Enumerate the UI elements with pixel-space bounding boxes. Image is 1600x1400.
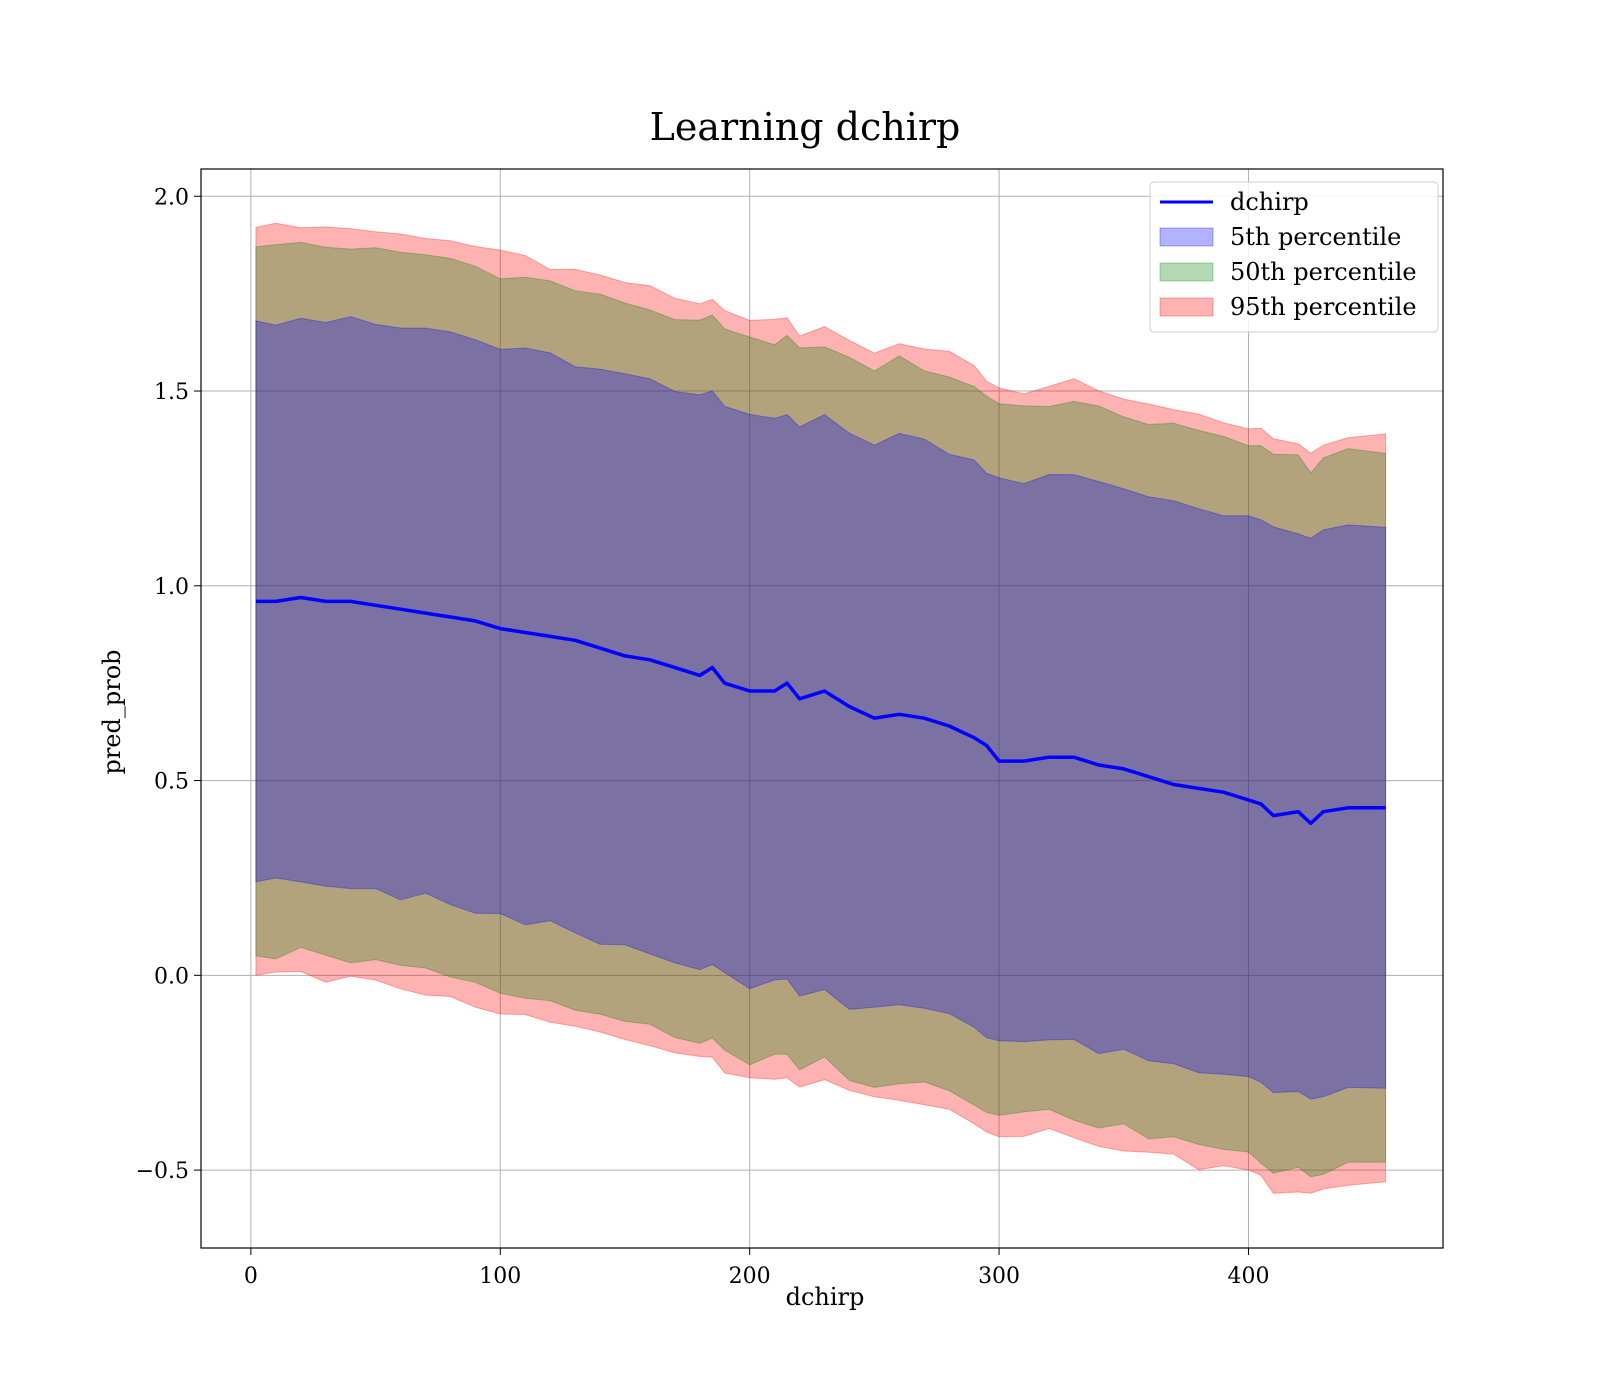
x-axis-label: dchirp <box>786 1283 865 1311</box>
y-axis-label: pred_prob <box>98 649 126 774</box>
x-tick-label: 400 <box>1227 1264 1269 1289</box>
x-tick-label: 100 <box>479 1264 521 1289</box>
band-5th-percentile <box>255 316 1387 1100</box>
y-tick-label: 1.0 <box>154 575 189 600</box>
y-tick-label: 0.5 <box>154 770 189 795</box>
legend-label-line: dchirp <box>1230 188 1309 216</box>
axis-ticks: 0 100 200 300 400 −0.5 0.0 0.5 1.0 1.5 2.0 <box>136 185 1270 1289</box>
legend-frame <box>1149 181 1439 333</box>
x-tick-label: 200 <box>729 1264 771 1289</box>
plot-frame <box>200 168 1444 1249</box>
legend-label-band-50: 50th percentile <box>1230 258 1417 286</box>
legend: dchirp 5th percentile 50th percentile 95… <box>1149 181 1439 333</box>
chart-title: Learning dchirp <box>650 105 961 149</box>
legend-swatch-band-50 <box>1159 262 1214 282</box>
legend-swatch-band-95 <box>1159 297 1214 317</box>
percentile-bands <box>255 222 1387 1194</box>
grid <box>201 169 1443 1248</box>
y-tick-label: −0.5 <box>136 1159 189 1184</box>
y-tick-label: 2.0 <box>154 185 189 210</box>
series-line <box>255 595 1386 826</box>
x-tick-label: 0 <box>244 1264 258 1289</box>
x-tick-label: 300 <box>978 1264 1020 1289</box>
band-95th-percentile <box>255 222 1387 1194</box>
y-tick-label: 0.0 <box>154 964 189 989</box>
legend-swatch-band-5 <box>1159 227 1214 247</box>
y-tick-label: 1.5 <box>154 380 189 405</box>
series-dchirp-line <box>255 595 1386 826</box>
legend-label-band-5: 5th percentile <box>1230 223 1401 251</box>
band-50th-percentile <box>255 241 1387 1178</box>
legend-label-band-95: 95th percentile <box>1230 293 1417 321</box>
